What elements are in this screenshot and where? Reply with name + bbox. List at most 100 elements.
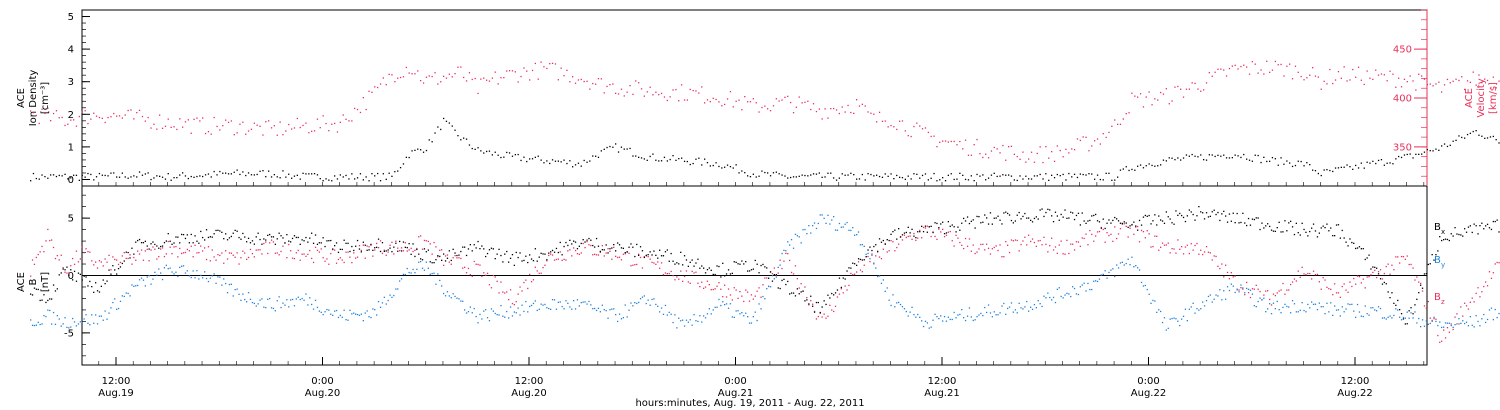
velocity-point bbox=[1323, 80, 1325, 82]
velocity-point bbox=[1005, 159, 1007, 161]
bx-point bbox=[400, 250, 403, 252]
density-point bbox=[494, 151, 496, 153]
by-point bbox=[733, 316, 735, 318]
velocity-point bbox=[1022, 151, 1024, 153]
by-point bbox=[515, 312, 517, 314]
density-point bbox=[35, 177, 37, 180]
by-point bbox=[764, 298, 766, 300]
by-point bbox=[441, 285, 443, 287]
density-point bbox=[1415, 153, 1417, 155]
density-point bbox=[161, 176, 164, 178]
bz-point bbox=[181, 252, 183, 255]
velocity-point bbox=[861, 103, 863, 105]
bz-point bbox=[1418, 281, 1420, 283]
bz-point bbox=[687, 281, 689, 283]
by-point bbox=[787, 241, 789, 243]
velocity-point bbox=[672, 89, 674, 91]
bz-point bbox=[47, 228, 49, 231]
by-point bbox=[448, 295, 450, 297]
bx-point bbox=[538, 256, 540, 258]
density-point bbox=[781, 174, 783, 176]
bz-point bbox=[389, 244, 391, 246]
density-point bbox=[1028, 178, 1030, 180]
bz-point bbox=[360, 249, 362, 252]
by-point bbox=[1156, 311, 1158, 313]
velocity-point bbox=[1360, 79, 1362, 81]
bx-point bbox=[274, 243, 276, 245]
by-point bbox=[274, 310, 276, 312]
bx-point bbox=[106, 280, 108, 282]
bx-point bbox=[1488, 227, 1491, 229]
by-point bbox=[664, 304, 667, 307]
bx-point bbox=[580, 242, 582, 245]
by-point bbox=[940, 315, 942, 317]
density-point bbox=[136, 176, 138, 178]
bx-point bbox=[622, 247, 624, 249]
density-point bbox=[1220, 155, 1222, 157]
by-point bbox=[532, 302, 535, 305]
density-point bbox=[964, 178, 967, 181]
by-point bbox=[444, 295, 447, 297]
velocity-point bbox=[110, 116, 112, 118]
by-point bbox=[406, 267, 408, 270]
velocity-point bbox=[299, 126, 301, 129]
by-point bbox=[1399, 316, 1401, 318]
top-ylabel-line1: ACE bbox=[16, 88, 27, 108]
bx-point bbox=[1291, 226, 1294, 228]
by-point bbox=[1167, 327, 1169, 329]
density-point bbox=[1266, 160, 1268, 163]
bz-point bbox=[1265, 290, 1267, 292]
velocity-point bbox=[293, 127, 296, 129]
bz-point bbox=[1402, 256, 1405, 258]
bz-point bbox=[54, 257, 57, 260]
density-point bbox=[600, 150, 602, 152]
by-point bbox=[582, 301, 584, 303]
velocity-point bbox=[1200, 90, 1202, 92]
density-point bbox=[1194, 155, 1196, 157]
bz-point bbox=[630, 265, 632, 267]
by-point bbox=[171, 271, 173, 273]
bz-point bbox=[1202, 253, 1204, 256]
bz-point bbox=[513, 304, 515, 306]
bz-point bbox=[441, 249, 443, 251]
bx-point bbox=[597, 245, 600, 247]
velocity-point bbox=[1188, 88, 1190, 90]
density-point bbox=[50, 174, 52, 176]
velocity-point bbox=[374, 86, 376, 88]
velocity-point bbox=[675, 88, 677, 91]
density-point bbox=[620, 146, 623, 148]
density-point bbox=[577, 162, 580, 164]
bz-point bbox=[1108, 234, 1110, 237]
bx-point bbox=[1332, 235, 1334, 237]
bz-point bbox=[473, 260, 475, 263]
bx-point bbox=[1299, 234, 1301, 236]
velocity-point bbox=[1432, 85, 1434, 87]
bz-point bbox=[792, 273, 795, 275]
by-point bbox=[358, 314, 361, 316]
bx-point bbox=[1035, 216, 1037, 218]
bx-point bbox=[1163, 222, 1166, 224]
by-point bbox=[1469, 316, 1471, 318]
bx-point bbox=[645, 254, 647, 256]
by-point bbox=[970, 316, 972, 318]
velocity-point bbox=[792, 112, 795, 114]
bz-point bbox=[922, 226, 925, 229]
density-point bbox=[1400, 156, 1403, 159]
bx-point bbox=[1083, 220, 1085, 222]
bz-point bbox=[861, 271, 863, 273]
velocity-point bbox=[1369, 77, 1371, 79]
bz-point bbox=[1247, 292, 1250, 294]
by-point bbox=[443, 292, 445, 295]
bz-point bbox=[402, 250, 405, 252]
by-point bbox=[563, 308, 565, 310]
top-y2label-line3: [km/s] bbox=[1488, 82, 1499, 114]
bx-point bbox=[1203, 218, 1206, 220]
bx-point bbox=[1278, 221, 1280, 223]
density-point bbox=[821, 176, 823, 178]
bottom-ylabel-line3: [nT] bbox=[40, 272, 51, 292]
by-point bbox=[1087, 282, 1089, 285]
bx-point bbox=[617, 242, 619, 244]
by-point bbox=[1314, 303, 1317, 305]
velocity-point bbox=[1134, 95, 1136, 97]
density-point bbox=[1197, 156, 1199, 158]
